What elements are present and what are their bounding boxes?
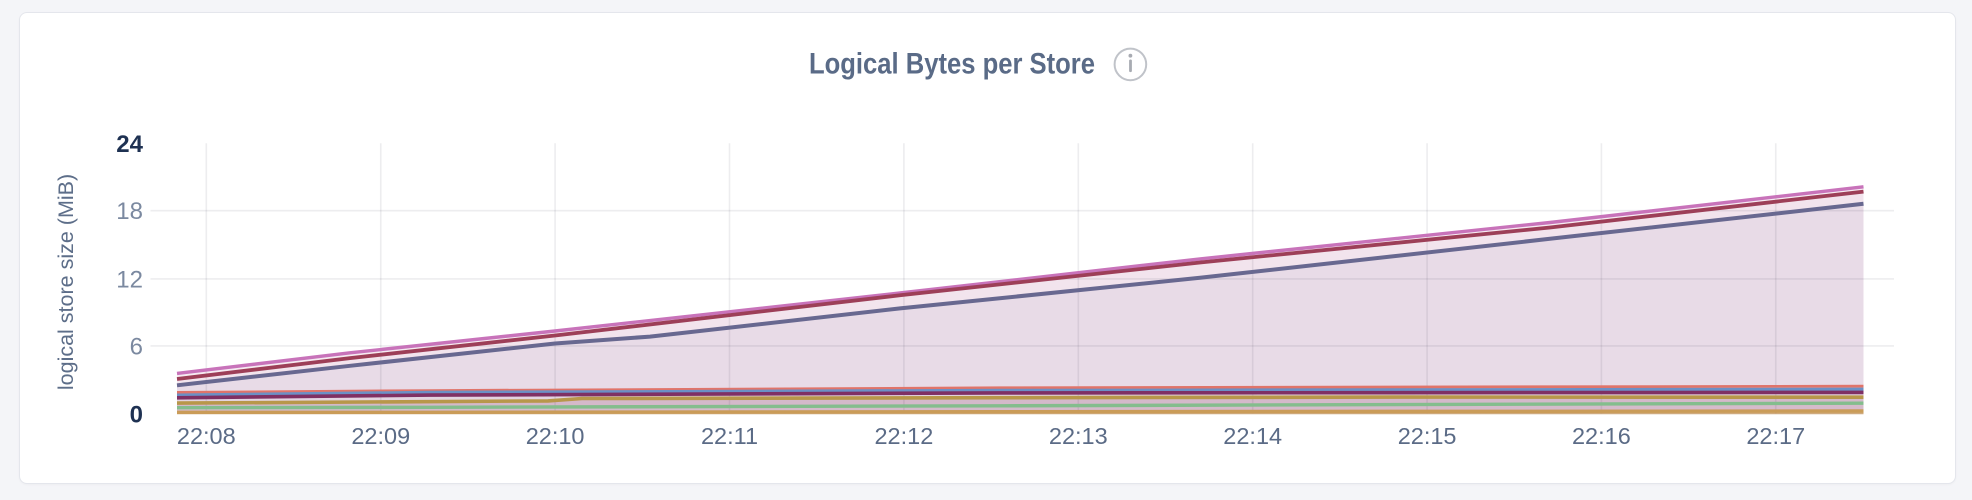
- svg-text:0: 0: [130, 401, 143, 428]
- svg-text:Logical Bytes per Store: Logical Bytes per Store: [809, 48, 1095, 81]
- svg-text:22:12: 22:12: [874, 423, 933, 449]
- svg-text:22:11: 22:11: [701, 423, 758, 449]
- svg-text:22:17: 22:17: [1746, 423, 1805, 449]
- svg-text:22:08: 22:08: [177, 423, 236, 449]
- svg-text:24: 24: [116, 131, 143, 158]
- svg-text:22:16: 22:16: [1572, 423, 1631, 449]
- svg-text:22:09: 22:09: [351, 423, 410, 449]
- svg-text:22:15: 22:15: [1398, 423, 1457, 449]
- svg-text:logical store size (MiB): logical store size (MiB): [54, 174, 78, 390]
- svg-text:18: 18: [116, 198, 143, 225]
- svg-text:22:14: 22:14: [1223, 423, 1282, 449]
- svg-text:12: 12: [116, 266, 143, 293]
- svg-text:22:13: 22:13: [1049, 423, 1108, 449]
- svg-text:6: 6: [130, 333, 143, 360]
- svg-text:22:10: 22:10: [526, 423, 585, 449]
